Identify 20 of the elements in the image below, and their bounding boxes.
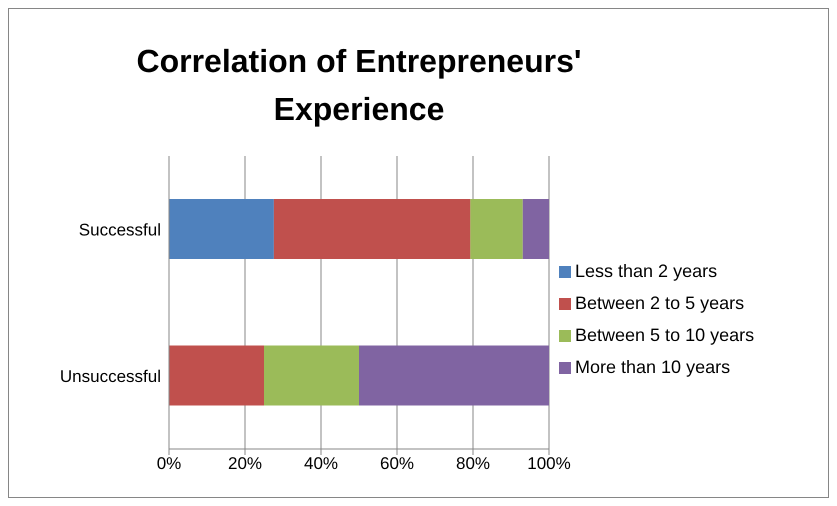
x-tick-label: 60% xyxy=(380,454,414,474)
x-tick-label: 40% xyxy=(304,454,338,474)
bar xyxy=(522,199,549,259)
x-tick-label: 100% xyxy=(527,454,571,474)
x-tick-label: 20% xyxy=(228,454,262,474)
legend-label: Between 2 to 5 years xyxy=(575,293,744,313)
legend-label: Between 5 to 10 years xyxy=(575,325,754,345)
bar xyxy=(169,199,274,259)
bar xyxy=(470,199,523,259)
x-tick-label: 80% xyxy=(456,454,490,474)
legend-label: Less than 2 years xyxy=(575,261,718,281)
y-tick-label: Successful xyxy=(78,220,161,240)
x-tick-label: 0% xyxy=(156,454,182,474)
y-tick-label: Unsuccessful xyxy=(60,366,161,386)
bar xyxy=(169,346,264,406)
bar xyxy=(264,346,359,406)
chart-title: Correlation of Entrepreneurs' Experience xyxy=(135,42,582,129)
bar xyxy=(274,199,470,259)
bar xyxy=(359,346,549,406)
legend-label: More than 10 years xyxy=(575,357,730,377)
